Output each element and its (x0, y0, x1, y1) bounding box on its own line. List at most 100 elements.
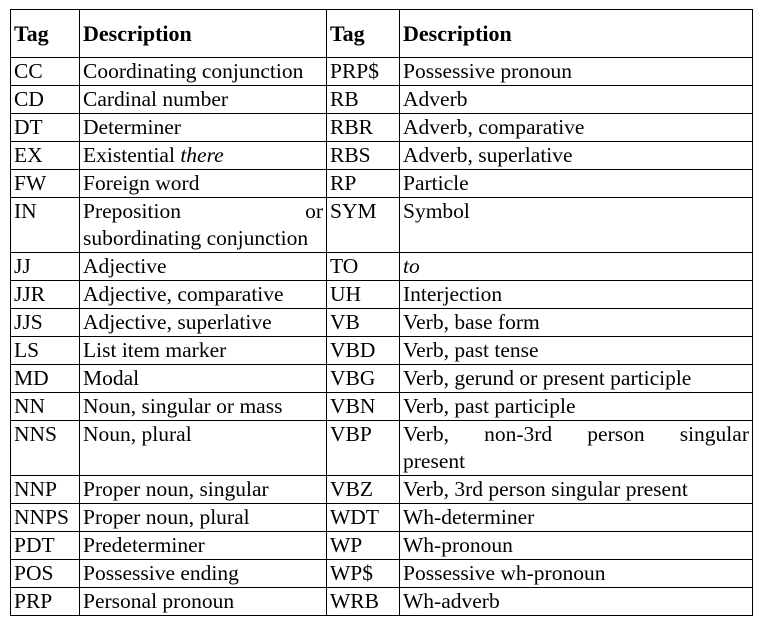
description-cell: Noun, singular or mass (79, 392, 327, 421)
tag-cell-2: RBR (326, 113, 400, 142)
description-cell-2: Adverb, superlative (399, 141, 753, 170)
tag-cell-2: RBS (326, 141, 400, 170)
description-cell: Preposition or subordinating conjunction (79, 197, 327, 253)
table-row: FW Foreign word RP Particle (10, 169, 753, 198)
tag-cell-2: TO (326, 252, 400, 281)
tag-cell: NNS (10, 420, 80, 476)
description-cell: Determiner (79, 113, 327, 142)
description-cell-2: Adverb (399, 85, 753, 114)
description-cell: Adjective, comparative (79, 280, 327, 309)
description-cell: Cardinal number (79, 85, 327, 114)
description-cell-2: Verb, past participle (399, 392, 753, 421)
header-tag-2: Tag (326, 9, 400, 58)
tag-cell: NN (10, 392, 80, 421)
description-cell-2: Wh-adverb (399, 587, 753, 616)
table-row: PDT Predeterminer WP Wh-pronoun (10, 531, 753, 560)
tag-cell-2: SYM (326, 197, 400, 253)
tag-cell: NNPS (10, 503, 80, 532)
pos-tag-table: Tag Description Tag Description CC Coordi… (10, 9, 753, 616)
tag-cell-2: VBN (326, 392, 400, 421)
description-cell-2: Verb, base form (399, 308, 753, 337)
table-row: NNP Proper noun, singular VBZ Verb, 3rd per… (10, 475, 753, 504)
table-row: CD Cardinal number RB Adverb (10, 85, 753, 114)
description-cell: Predeterminer (79, 531, 327, 560)
table-row: NNS Noun, plural VBP Verb, non-3rd person s… (10, 420, 753, 476)
tag-cell-2: WRB (326, 587, 400, 616)
description-cell: Adjective (79, 252, 327, 281)
description-2-line-2: present (403, 449, 466, 473)
description-cell: Personal pronoun (79, 587, 327, 616)
table-row: DT Determiner RBR Adverb, comparative (10, 113, 753, 142)
description-cell: Foreign word (79, 169, 327, 198)
description-cell-2: Possessive wh-pronoun (399, 559, 753, 588)
tag-cell: FW (10, 169, 80, 198)
description-cell-2: Possessive pronoun (399, 57, 753, 86)
description-cell-2: Particle (399, 169, 753, 198)
tag-cell-2: UH (326, 280, 400, 309)
description-cell-2: to (399, 252, 753, 281)
tag-cell-2: VBG (326, 364, 400, 393)
description-line-2: subordinating conjunction (83, 226, 309, 250)
tag-cell-2: VBP (326, 420, 400, 476)
table-row: IN Preposition or subordinating conjunctio… (10, 197, 753, 253)
tag-cell-2: VBZ (326, 475, 400, 504)
table-row: CC Coordinating conjunction PRP$ Possessive… (10, 57, 753, 86)
table-row: NN Noun, singular or mass VBN Verb, past pa… (10, 392, 753, 421)
table-row: JJR Adjective, comparative UH Interjection (10, 280, 753, 309)
table-row: PRP Personal pronoun WRB Wh-adverb (10, 587, 753, 616)
tag-cell: PDT (10, 531, 80, 560)
description-cell-2: Interjection (399, 280, 753, 309)
tag-cell: MD (10, 364, 80, 393)
description-cell: Noun, plural (79, 420, 327, 476)
tag-cell: JJS (10, 308, 80, 337)
tag-cell: JJR (10, 280, 80, 309)
header-tag: Tag (10, 9, 80, 58)
tag-cell-2: WDT (326, 503, 400, 532)
description-cell-2: Verb, gerund or present participle (399, 364, 753, 393)
tag-cell-2: RP (326, 169, 400, 198)
tag-cell-2: WP (326, 531, 400, 560)
tag-cell: DT (10, 113, 80, 142)
tag-cell: JJ (10, 252, 80, 281)
tag-cell: EX (10, 141, 80, 170)
tag-cell-2: RB (326, 85, 400, 114)
description-cell: Proper noun, plural (79, 503, 327, 532)
description-cell-2: Verb, 3rd person singular present (399, 475, 753, 504)
description-italic-text: there (180, 143, 224, 167)
description-cell-2: Verb, past tense (399, 336, 753, 365)
description-cell: Adjective, superlative (79, 308, 327, 337)
tag-cell-2: VB (326, 308, 400, 337)
tag-cell-2: VBD (326, 336, 400, 365)
header-row: Tag Description Tag Description (10, 9, 753, 58)
description-cell: Modal (79, 364, 327, 393)
table-row: JJS Adjective, superlative VB Verb, base fo… (10, 308, 753, 337)
description-cell: List item marker (79, 336, 327, 365)
description-cell: Coordinating conjunction (79, 57, 327, 86)
header-description-2: Description (399, 9, 753, 58)
description-cell-2: Symbol (399, 197, 753, 253)
tag-cell: NNP (10, 475, 80, 504)
description-text: Existential (83, 143, 181, 167)
description-cell-2: Adverb, comparative (399, 113, 753, 142)
table-body: CC Coordinating conjunction PRP$ Possessive… (10, 57, 753, 616)
tag-cell: POS (10, 559, 80, 588)
description-cell: Possessive ending (79, 559, 327, 588)
table-row: JJ Adjective TO to (10, 252, 753, 281)
table-row: LS List item marker VBD Verb, past tense (10, 336, 753, 365)
tag-cell: LS (10, 336, 80, 365)
description-cell-2: Wh-determiner (399, 503, 753, 532)
description-line-1: Preposition or (83, 199, 323, 223)
table-row: EX Existential there RBS Adverb, superlativ… (10, 141, 753, 170)
tag-cell-2: PRP$ (326, 57, 400, 86)
header-description: Description (79, 9, 327, 58)
tag-cell: PRP (10, 587, 80, 616)
table-row: MD Modal VBG Verb, gerund or present partic… (10, 364, 753, 393)
tag-cell: CD (10, 85, 80, 114)
description-2-line-1: Verb, non-3rd person singular (403, 422, 749, 446)
description-cell: Proper noun, singular (79, 475, 327, 504)
tag-cell: IN (10, 197, 80, 253)
description-cell: Existential there (79, 141, 327, 170)
description-cell-2: Wh-pronoun (399, 531, 753, 560)
tag-cell-2: WP$ (326, 559, 400, 588)
table-row: POS Possessive ending WP$ Possessive wh-pro… (10, 559, 753, 588)
